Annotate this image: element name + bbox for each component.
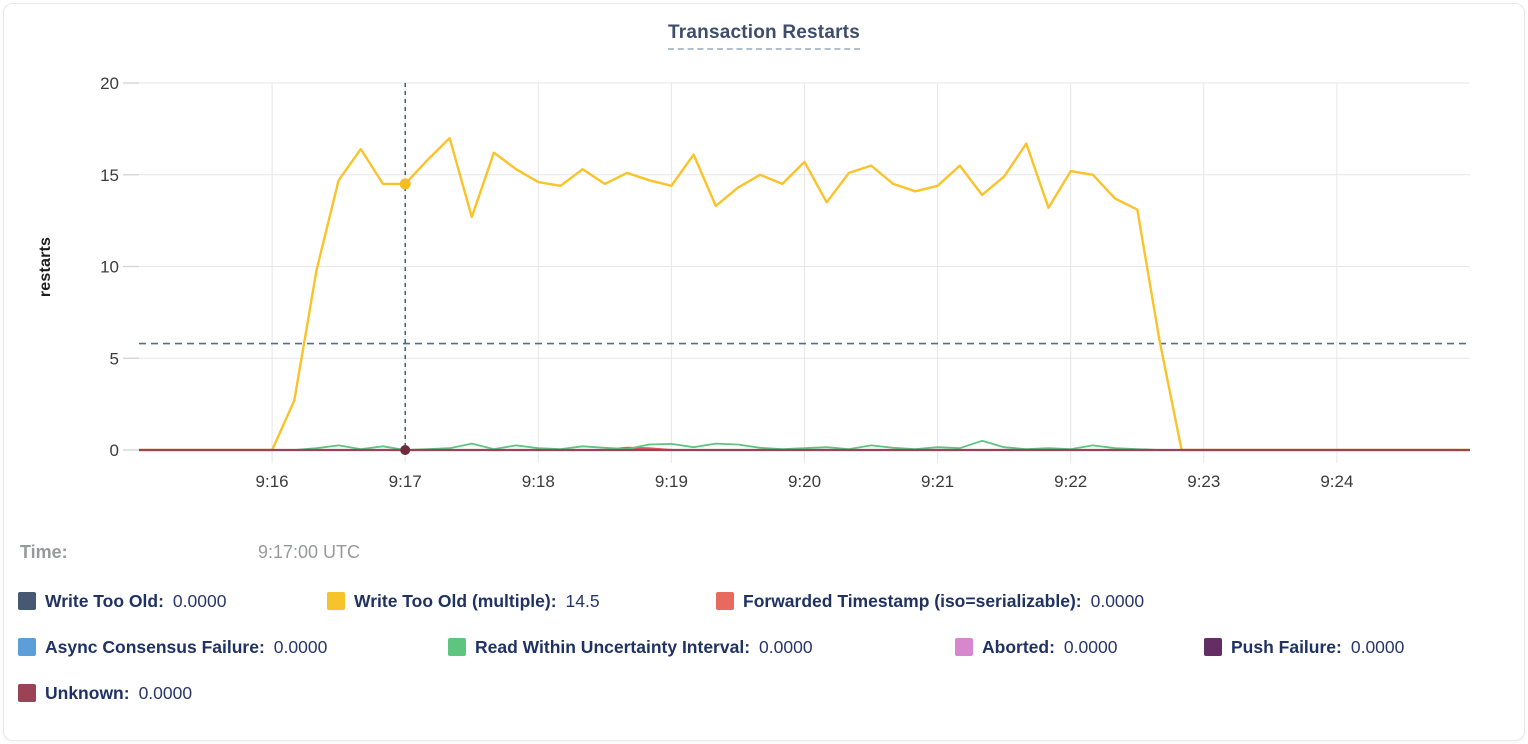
- svg-text:5: 5: [110, 349, 119, 368]
- legend-item-aborted: Aborted: 0.0000: [955, 637, 1117, 657]
- legend-label: Read Within Uncertainty Interval:: [475, 637, 751, 657]
- hover-point: [400, 445, 411, 455]
- legend-swatch-forwarded-timestamp: [716, 592, 734, 610]
- legend-label: Async Consensus Failure:: [45, 637, 265, 657]
- legend-item-write-too-old-multiple: Write Too Old (multiple): 14.5: [327, 591, 600, 611]
- svg-text:9:21: 9:21: [921, 472, 954, 491]
- svg-text:9:18: 9:18: [522, 472, 555, 491]
- svg-text:9:22: 9:22: [1054, 472, 1087, 491]
- hover-point: [399, 178, 411, 190]
- legend-swatch-push-failure: [1204, 638, 1222, 656]
- svg-text:15: 15: [100, 166, 119, 185]
- chart-header: Transaction Restarts: [0, 22, 1528, 50]
- svg-text:20: 20: [100, 74, 119, 93]
- legend-value: 0.0000: [273, 637, 328, 657]
- legend-swatch-write-too-old-multiple: [327, 592, 345, 610]
- legend-value: 0.0000: [1350, 637, 1405, 657]
- restarts-line-chart[interactable]: 0 5 10 15 20 9:16 9:17 9:18 9:19 9:20 9:21 9:22 9:23…: [0, 0, 1528, 512]
- legend-label: Write Too Old (multiple):: [354, 591, 557, 611]
- legend-label: Forwarded Timestamp (iso=serializable):: [743, 591, 1082, 611]
- legend-item-forwarded-timestamp: Forwarded Timestamp (iso=serializable): 0…: [716, 591, 1144, 611]
- legend-value: 0.0000: [759, 637, 813, 657]
- legend-swatch-unknown: [18, 684, 36, 702]
- legend-label: Unknown:: [45, 683, 130, 703]
- legend-item-async-consensus-failure: Async Consensus Failure: 0.0000: [18, 637, 327, 657]
- chart-title[interactable]: Transaction Restarts: [668, 22, 860, 50]
- legend-label: Write Too Old:: [45, 591, 164, 611]
- svg-text:0: 0: [110, 441, 119, 460]
- time-value: 9:17:00 UTC: [258, 542, 361, 562]
- svg-text:9:19: 9:19: [655, 472, 688, 491]
- svg-text:9:16: 9:16: [256, 472, 289, 491]
- legend-swatch-read-within-uncertainty: [448, 638, 466, 656]
- legend-item-unknown: Unknown: 0.0000: [18, 683, 192, 703]
- legend-value: 0.0000: [138, 683, 193, 703]
- svg-text:9:17: 9:17: [389, 472, 422, 491]
- legend-item-push-failure: Push Failure: 0.0000: [1204, 637, 1404, 657]
- svg-text:9:24: 9:24: [1320, 472, 1353, 491]
- legend-label: Push Failure:: [1231, 637, 1342, 657]
- legend-value: 0.0000: [172, 591, 227, 611]
- legend-item-read-within-uncertainty: Read Within Uncertainty Interval: 0.0000: [448, 637, 813, 657]
- legend-item-write-too-old: Write Too Old: 0.0000: [18, 591, 226, 611]
- svg-text:9:23: 9:23: [1187, 472, 1220, 491]
- svg-text:9:20: 9:20: [788, 472, 821, 491]
- y-axis-label: restarts: [37, 236, 54, 298]
- svg-text:10: 10: [100, 258, 119, 277]
- legend-value: 0.0000: [1090, 591, 1145, 611]
- legend-swatch-write-too-old: [18, 592, 36, 610]
- legend-value: 0.0000: [1063, 637, 1118, 657]
- legend-swatch-aborted: [955, 638, 973, 656]
- legend-swatch-async-consensus-failure: [18, 638, 36, 656]
- legend-value: 14.5: [565, 591, 600, 611]
- time-label: Time:: [20, 542, 68, 562]
- legend-label: Aborted:: [982, 637, 1055, 657]
